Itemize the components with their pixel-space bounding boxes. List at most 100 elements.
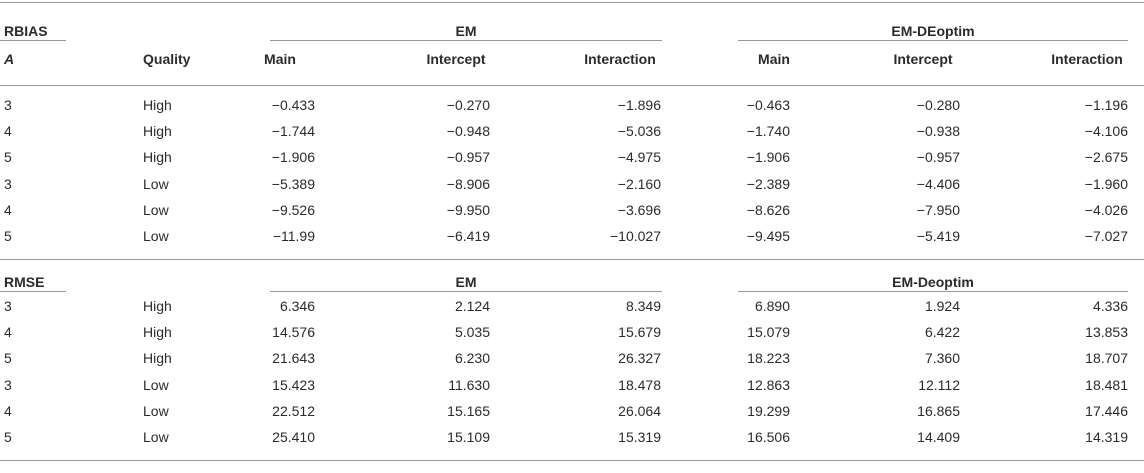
cell: 15.165 [447, 402, 490, 419]
column-header: Main [758, 51, 790, 67]
column-header: A [4, 51, 15, 67]
cell: High [143, 324, 172, 341]
cell: −9.526 [271, 201, 315, 218]
cell: −2.160 [617, 175, 661, 192]
cell: Low [143, 201, 169, 218]
cell: 15.423 [272, 376, 315, 393]
cell: −0.938 [916, 123, 960, 140]
label-rule [0, 291, 66, 292]
group-header: EM-DEoptim [891, 23, 975, 39]
cell: −7.950 [916, 201, 960, 218]
cell: 11.630 [448, 376, 490, 393]
column-header: Interaction [584, 51, 656, 67]
group-rule [738, 291, 1128, 292]
cell: −1.196 [1084, 97, 1128, 113]
cell: 25.410 [272, 429, 315, 445]
cell: 6.230 [454, 350, 490, 367]
group-header: EM [455, 23, 477, 39]
cell: −9.495 [746, 228, 790, 244]
cell: −0.957 [916, 149, 960, 166]
cell: 18.478 [618, 376, 661, 393]
cell: 8.349 [625, 298, 661, 314]
cell: −4.106 [1084, 123, 1128, 140]
cell: 18.707 [1085, 350, 1128, 367]
column-header: Main [264, 51, 296, 67]
cell: −1.906 [271, 149, 315, 166]
cell: Low [143, 175, 169, 192]
cell: −0.957 [446, 149, 490, 166]
cell: 16.865 [917, 402, 960, 419]
cell: 3 [4, 97, 12, 113]
cell: −0.280 [916, 97, 960, 113]
column-header: Interaction [1051, 51, 1123, 67]
cell: 4 [4, 123, 12, 140]
cell: 12.863 [747, 376, 790, 393]
cell: Low [143, 402, 169, 419]
cell: 18.481 [1085, 376, 1128, 393]
cell: 15.679 [618, 324, 661, 341]
cell: 3 [4, 376, 12, 393]
cell: −4.026 [1084, 201, 1128, 218]
cell: 15.109 [447, 429, 490, 445]
cell: −7.027 [1084, 228, 1128, 244]
cell: 5 [4, 228, 12, 244]
cell: 6.422 [924, 324, 960, 341]
cell: 6.890 [754, 298, 790, 314]
cell: −6.419 [446, 228, 490, 244]
cell: 13.853 [1085, 324, 1128, 341]
cell: 5 [4, 149, 12, 166]
cell: High [143, 123, 172, 140]
cell: 5.035 [454, 324, 490, 341]
cell: −5.036 [617, 123, 661, 140]
cell: 12.112 [918, 376, 960, 393]
cell: −8.626 [746, 201, 790, 218]
cell: 16.506 [747, 429, 790, 445]
cell: 15.079 [747, 324, 790, 341]
cell: −1.896 [617, 97, 661, 113]
cell: 1.924 [924, 298, 960, 314]
cell: −2.389 [746, 175, 790, 192]
group-rule [738, 40, 1128, 41]
cell: 14.576 [272, 324, 315, 341]
cell: Low [143, 228, 169, 244]
cell: High [143, 350, 172, 367]
cell: −0.463 [746, 97, 790, 113]
cell: High [143, 97, 172, 113]
cell: 4 [4, 324, 12, 341]
cell: 5 [4, 429, 12, 445]
cell: −1.744 [271, 123, 315, 140]
bottom-rule [0, 460, 1144, 461]
cell: −11.99 [272, 228, 315, 244]
cell: Low [143, 376, 169, 393]
section-label: RBIAS [4, 23, 48, 39]
cell: −5.389 [271, 175, 315, 192]
cell: −3.696 [617, 201, 661, 218]
cell: High [143, 149, 172, 166]
cell: −5.419 [916, 228, 960, 244]
cell: −4.406 [916, 175, 960, 192]
cell: 26.327 [618, 350, 661, 367]
cell: −0.433 [271, 97, 315, 113]
group-rule [270, 291, 662, 292]
cell: −0.948 [446, 123, 490, 140]
cell: −1.960 [1084, 175, 1128, 192]
cell: 5 [4, 350, 12, 367]
section-label: RMSE [4, 274, 45, 290]
cell: 22.512 [272, 402, 315, 419]
cell: −10.027 [610, 228, 661, 244]
cell: −1.906 [746, 149, 790, 166]
cell: 4.336 [1092, 298, 1128, 314]
cell: 17.446 [1085, 402, 1128, 419]
header-rule [0, 85, 1144, 86]
cell: −4.975 [617, 149, 661, 166]
group-header: EM-Deoptim [892, 274, 974, 290]
cell: 2.124 [454, 298, 490, 314]
group-rule [270, 40, 662, 41]
column-header: Intercept [426, 51, 486, 67]
cell: −0.270 [446, 97, 490, 113]
cell: 3 [4, 175, 12, 192]
group-header: EM [455, 274, 477, 290]
column-header: Quality [143, 51, 191, 67]
cell: 6.346 [279, 298, 315, 314]
